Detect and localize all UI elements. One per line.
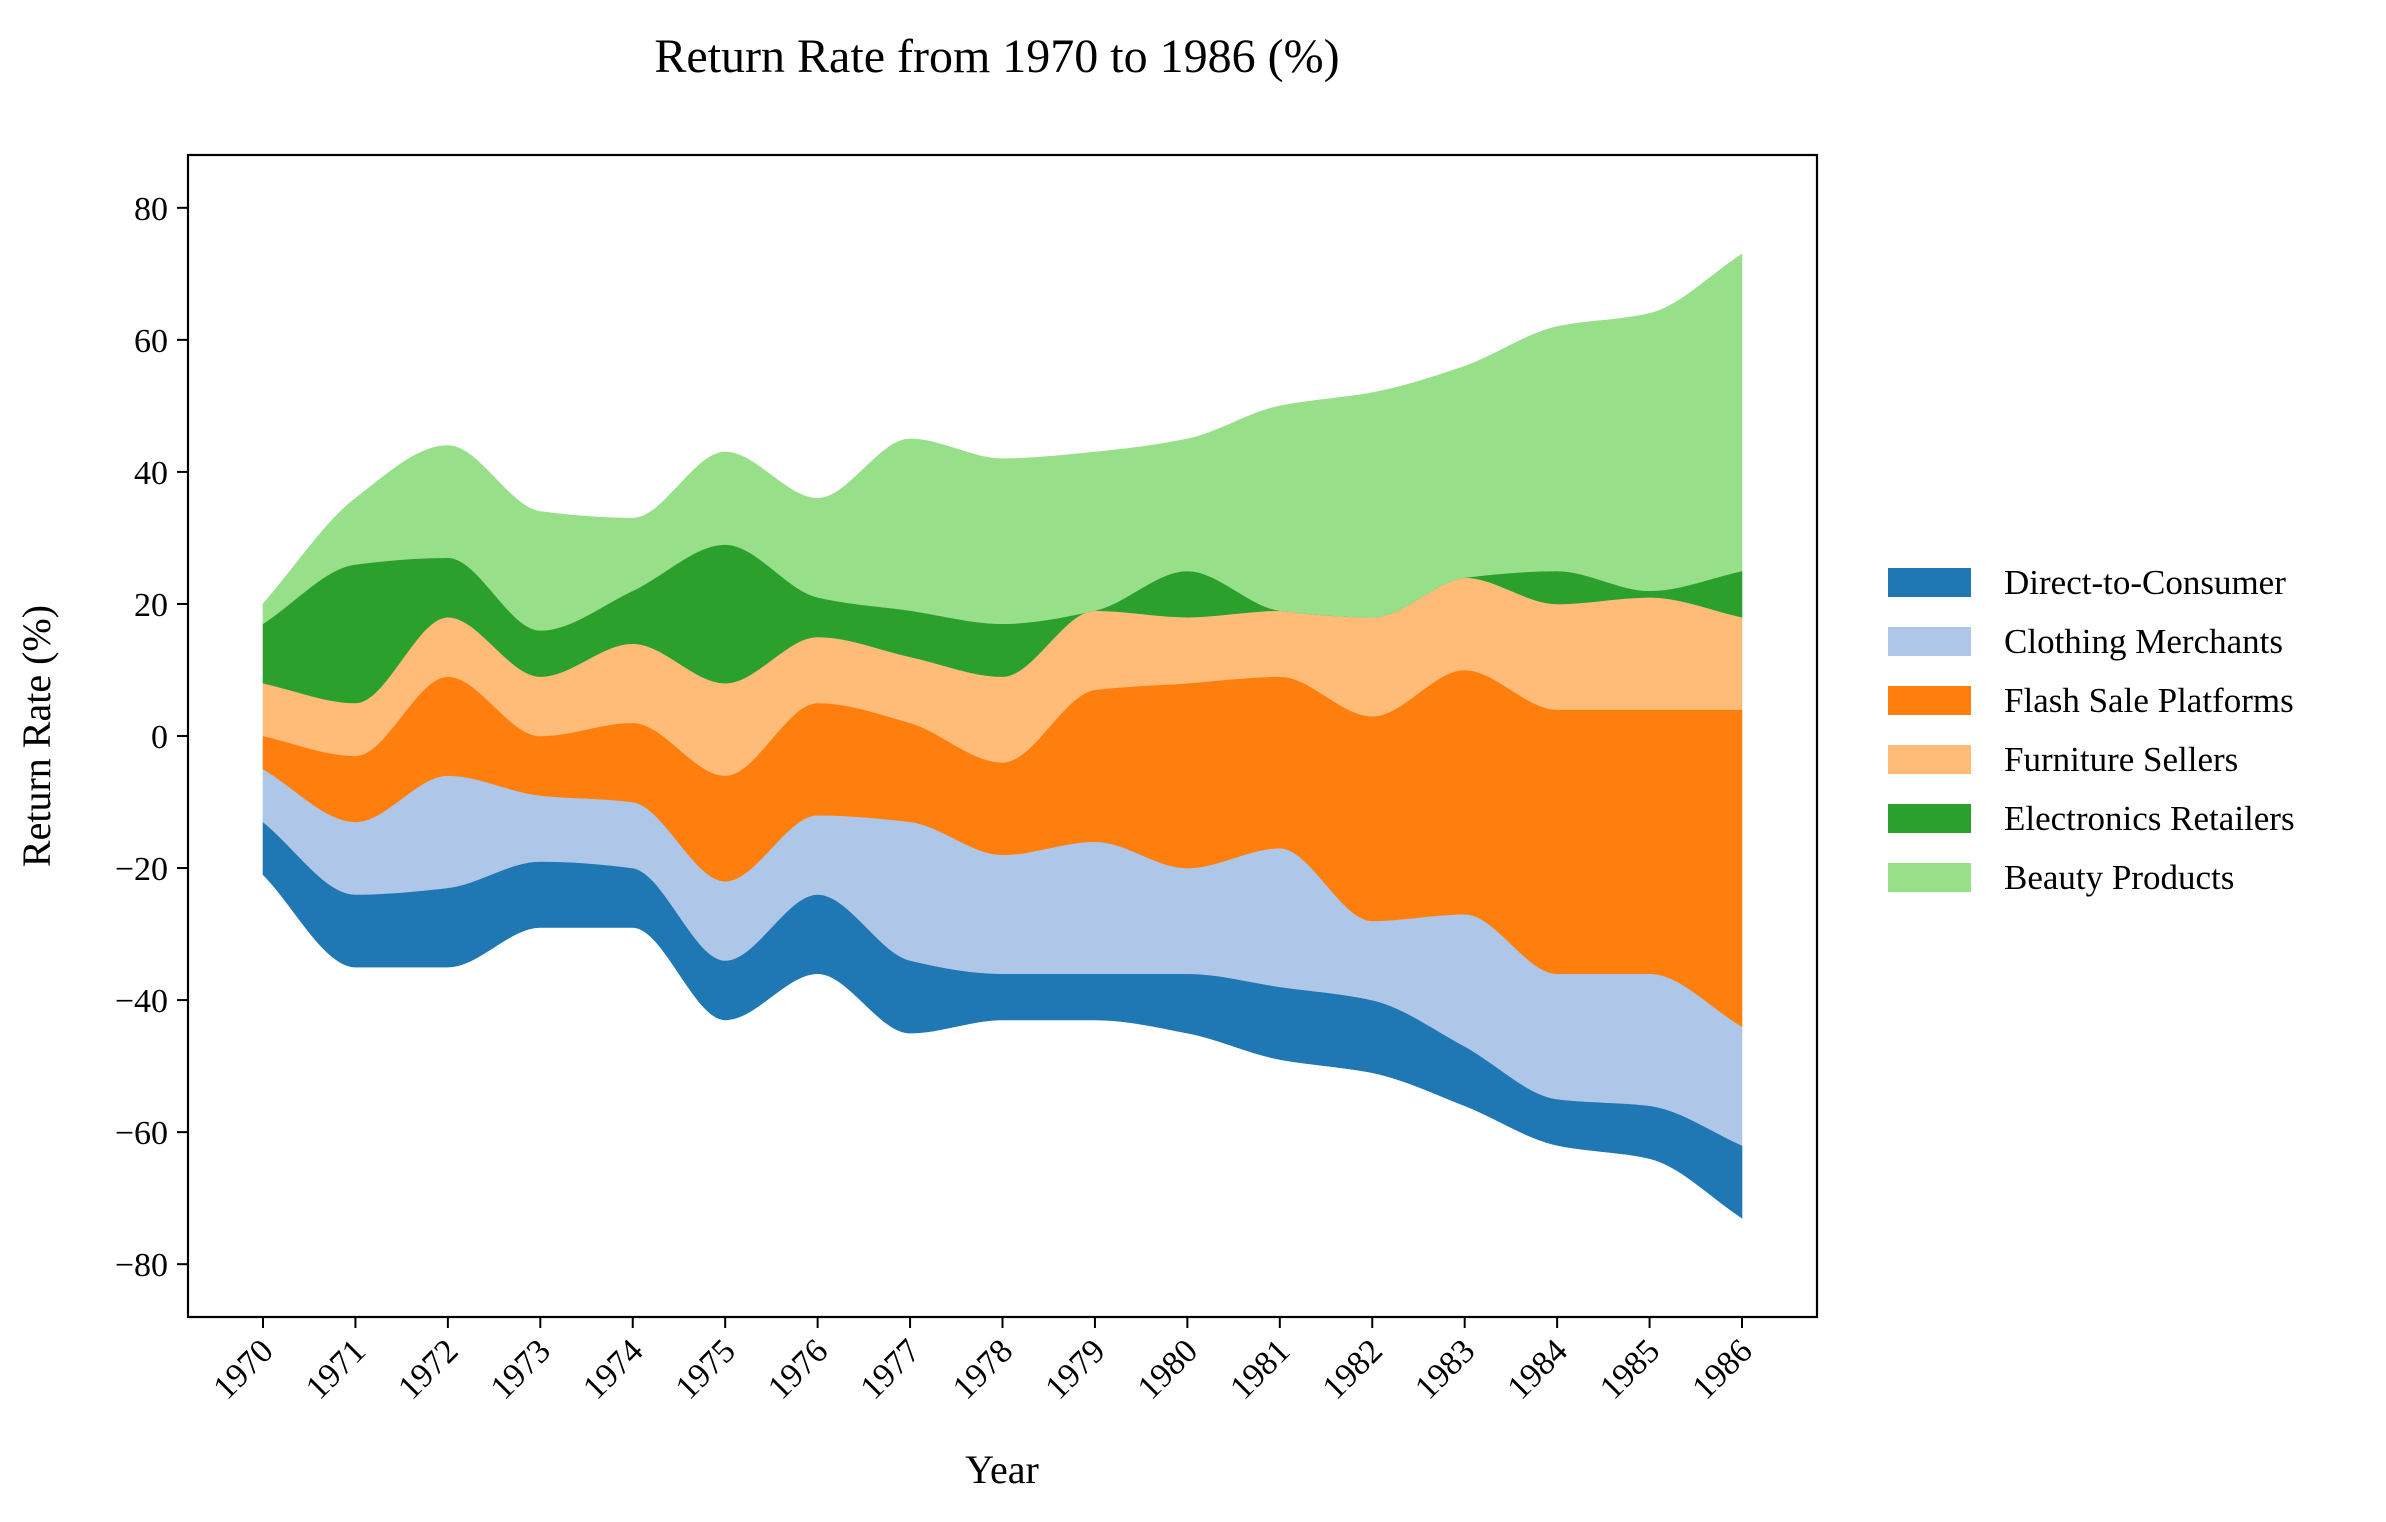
x-tick-label: 1984 <box>1501 1332 1575 1406</box>
y-tick-label: 20 <box>134 587 168 624</box>
chart-title: Return Rate from 1970 to 1986 (%) <box>654 30 1339 83</box>
legend-swatch-clothing-merchants <box>1888 627 1971 656</box>
x-tick-label: 1986 <box>1685 1332 1759 1406</box>
legend-swatch-beauty-products <box>1888 863 1971 892</box>
legend-swatch-electronics-retailers <box>1888 804 1971 833</box>
y-tick-label: 60 <box>134 323 168 360</box>
legend-label-clothing-merchants: Clothing Merchants <box>2004 622 2283 661</box>
x-tick-label: 1974 <box>576 1332 650 1406</box>
y-tick-label: 0 <box>151 719 168 756</box>
legend-label-furniture-sellers: Furniture Sellers <box>2004 740 2238 779</box>
x-tick-label: 1970 <box>206 1332 280 1406</box>
y-tick-label: −40 <box>115 983 168 1020</box>
x-tick-label: 1973 <box>484 1332 558 1406</box>
y-tick-label: −80 <box>115 1247 168 1284</box>
legend: Direct-to-Consumer Clothing Merchants Flas… <box>1888 563 2295 897</box>
x-tick-label: 1971 <box>299 1332 373 1406</box>
y-tick-label: −20 <box>115 851 168 888</box>
legend-label-electronics-retailers: Electronics Retailers <box>2004 799 2295 838</box>
x-tick-label: 1975 <box>669 1332 743 1406</box>
x-axis-title: Year <box>965 1447 1039 1492</box>
legend-label-beauty-products: Beauty Products <box>2004 858 2234 897</box>
x-tick-label: 1985 <box>1593 1332 1667 1406</box>
x-tick-label: 1982 <box>1316 1332 1390 1406</box>
x-tick-label: 1980 <box>1131 1332 1205 1406</box>
y-tick-label: −60 <box>115 1115 168 1152</box>
y-axis-title: Return Rate (%) <box>14 605 59 867</box>
legend-swatch-flash-sale-platforms <box>1888 686 1971 715</box>
x-tick-label: 1972 <box>391 1332 465 1406</box>
x-tick-label: 1979 <box>1038 1332 1112 1406</box>
stream-area-beauty-products <box>262 253 1743 631</box>
x-tick-label: 1977 <box>853 1332 927 1406</box>
y-axis: −80 −60 −40 −20 0 20 40 60 80 <box>115 191 188 1284</box>
stream-areas <box>262 253 1743 1219</box>
x-tick-label: 1983 <box>1408 1332 1482 1406</box>
legend-swatch-furniture-sellers <box>1888 745 1971 774</box>
y-tick-label: 40 <box>134 455 168 492</box>
legend-swatch-direct-to-consumer <box>1888 568 1971 597</box>
x-axis: 1970 1971 1972 1973 1974 1975 1976 1977 1978 1979… <box>206 1317 1760 1407</box>
x-tick-label: 1978 <box>946 1332 1020 1406</box>
legend-label-direct-to-consumer: Direct-to-Consumer <box>2004 563 2286 602</box>
legend-label-flash-sale-platforms: Flash Sale Platforms <box>2004 681 2294 720</box>
y-tick-label: 80 <box>134 191 168 228</box>
x-tick-label: 1976 <box>761 1332 835 1406</box>
x-tick-label: 1981 <box>1223 1332 1297 1406</box>
